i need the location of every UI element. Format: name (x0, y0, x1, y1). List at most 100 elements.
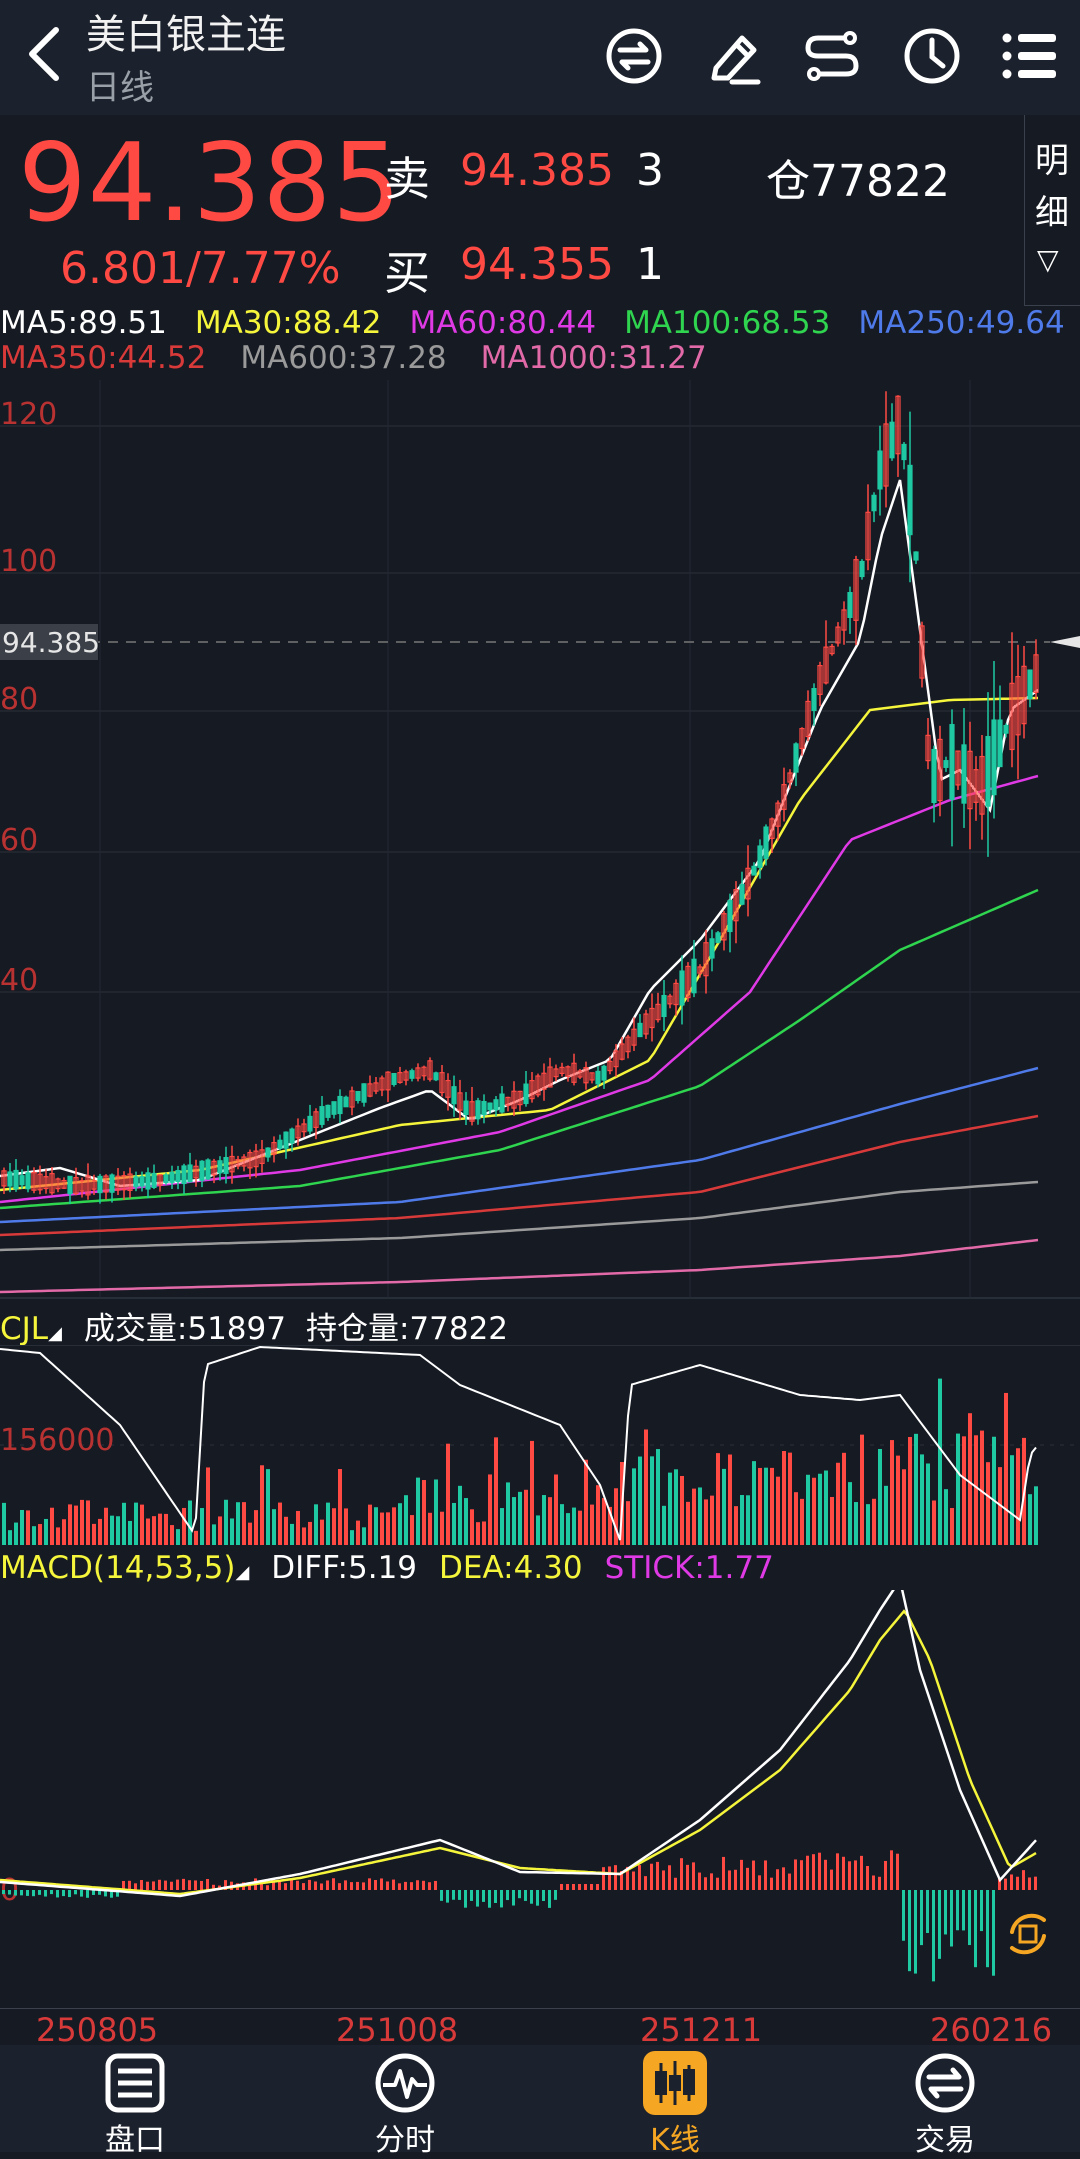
tab-fenshi[interactable]: 分时 (335, 2045, 475, 2158)
volume-bar (458, 1485, 462, 1545)
macd-histogram-bar (1016, 1876, 1019, 1890)
macd-histogram-bar (500, 1890, 503, 1908)
tab-kline[interactable]: K线 (605, 2045, 745, 2158)
candlestick (67, 1175, 73, 1195)
volume-bar (938, 1378, 942, 1545)
candlestick (445, 1079, 451, 1098)
macd-histogram-bar (80, 1890, 83, 1897)
candlestick (31, 1172, 37, 1191)
macd-histogram-bar (920, 1890, 923, 1946)
macd-histogram-bar (122, 1880, 125, 1890)
reset-view-icon[interactable] (1010, 1913, 1046, 1955)
macd-histogram-bar (206, 1878, 209, 1890)
candlestick (277, 1139, 283, 1149)
swap-icon[interactable] (602, 24, 666, 88)
volume-bar (68, 1504, 72, 1545)
volume-axis-label: 156000 (0, 1423, 115, 1458)
macd-histogram-bar (14, 1890, 17, 1896)
candlestick (619, 1043, 625, 1060)
volume-bar (56, 1527, 60, 1545)
macd-histogram-bar (608, 1866, 611, 1890)
pencil-icon[interactable] (702, 24, 766, 88)
candlestick (655, 1003, 661, 1021)
date-label: 251211 (640, 2011, 763, 2049)
dea-line (0, 1609, 1037, 1896)
route-icon[interactable] (800, 24, 864, 88)
volume-bar (152, 1516, 156, 1545)
macd-indicator-button[interactable]: MACD(14,53,5) (0, 1550, 236, 1586)
macd-histogram-bar (806, 1855, 809, 1890)
tab-pankou[interactable]: 盘口 (65, 2045, 205, 2158)
candlestick (217, 1160, 223, 1174)
macd-chart[interactable]: 0 (0, 1590, 1080, 2010)
ma-line (0, 774, 1039, 1204)
menu-icon[interactable] (998, 24, 1062, 88)
volume-bar (812, 1477, 816, 1545)
candlestick (769, 818, 775, 839)
candlestick (373, 1082, 379, 1092)
tab-trade[interactable]: 交易 (875, 2045, 1015, 2158)
macd-histogram-bar (770, 1877, 773, 1890)
tab-label: K线 (650, 2123, 700, 2158)
volume-bar (446, 1443, 450, 1545)
volume-bar (326, 1502, 330, 1545)
macd-histogram-bar (26, 1890, 29, 1896)
candlestick-chart[interactable]: 120 100 80 60 40 94.385 (0, 380, 1080, 1300)
macd-histogram-bar (536, 1890, 539, 1906)
macd-histogram-bar (278, 1879, 281, 1890)
candlestick (355, 1090, 361, 1102)
volume-bar (320, 1519, 324, 1545)
volume-bar (980, 1430, 984, 1545)
volume-bar (866, 1504, 870, 1545)
macd-histogram-bar (116, 1890, 119, 1897)
volume-bar (776, 1476, 780, 1545)
macd-histogram-bar (176, 1879, 179, 1890)
period-label[interactable]: 日线 (86, 68, 154, 108)
volume-bar (338, 1469, 342, 1545)
instrument-title: 美白银主连 (86, 12, 286, 58)
macd-histogram-bar (266, 1885, 269, 1890)
candlestick (571, 1062, 577, 1083)
volume-bar (92, 1523, 96, 1545)
ma1000-label: MA1000:31.27 (480, 340, 707, 376)
candlestick (745, 867, 751, 900)
volume-bar (662, 1505, 666, 1545)
macd-histogram-bar (956, 1890, 959, 1931)
macd-histogram-bar (794, 1859, 797, 1890)
volume-bar (350, 1530, 354, 1545)
volume-bar (230, 1518, 234, 1545)
macd-histogram-bar (758, 1875, 761, 1890)
volume-bar (752, 1461, 756, 1545)
candlestick (757, 845, 763, 868)
candlestick (1015, 676, 1021, 736)
macd-histogram-bar (170, 1881, 173, 1890)
volume-bar (188, 1500, 192, 1545)
candlestick (595, 1070, 601, 1085)
volume-bar (416, 1477, 420, 1545)
volume-bar (518, 1491, 522, 1545)
candlestick (91, 1180, 97, 1190)
candlestick (913, 551, 919, 561)
macd-histogram-bar (596, 1884, 599, 1890)
macd-histogram-bar (308, 1879, 311, 1890)
macd-histogram-bar (74, 1890, 77, 1895)
candlestick (709, 938, 715, 959)
volume-bar (926, 1463, 930, 1545)
volume-chart[interactable]: 156000 (0, 1345, 1080, 1545)
buy-price: 94.355 (460, 239, 614, 290)
clock-icon[interactable] (900, 24, 964, 88)
volume-bar (794, 1492, 798, 1545)
candlestick (109, 1174, 115, 1193)
price-change: 6.801/7.77% (60, 243, 341, 294)
cjl-indicator-button[interactable]: CJL (0, 1311, 49, 1347)
volume-bar (8, 1530, 12, 1545)
volume-bar (908, 1436, 912, 1545)
candlestick (1021, 665, 1027, 725)
volume-bar (542, 1495, 546, 1545)
back-arrow-icon[interactable] (18, 22, 74, 86)
macd-histogram-bar (974, 1890, 977, 1968)
macd-histogram-bar (194, 1880, 197, 1890)
volume-bar (644, 1429, 648, 1545)
candlestick (967, 750, 973, 810)
detail-toggle-button[interactable]: 明 细 ▽ (1024, 115, 1080, 306)
